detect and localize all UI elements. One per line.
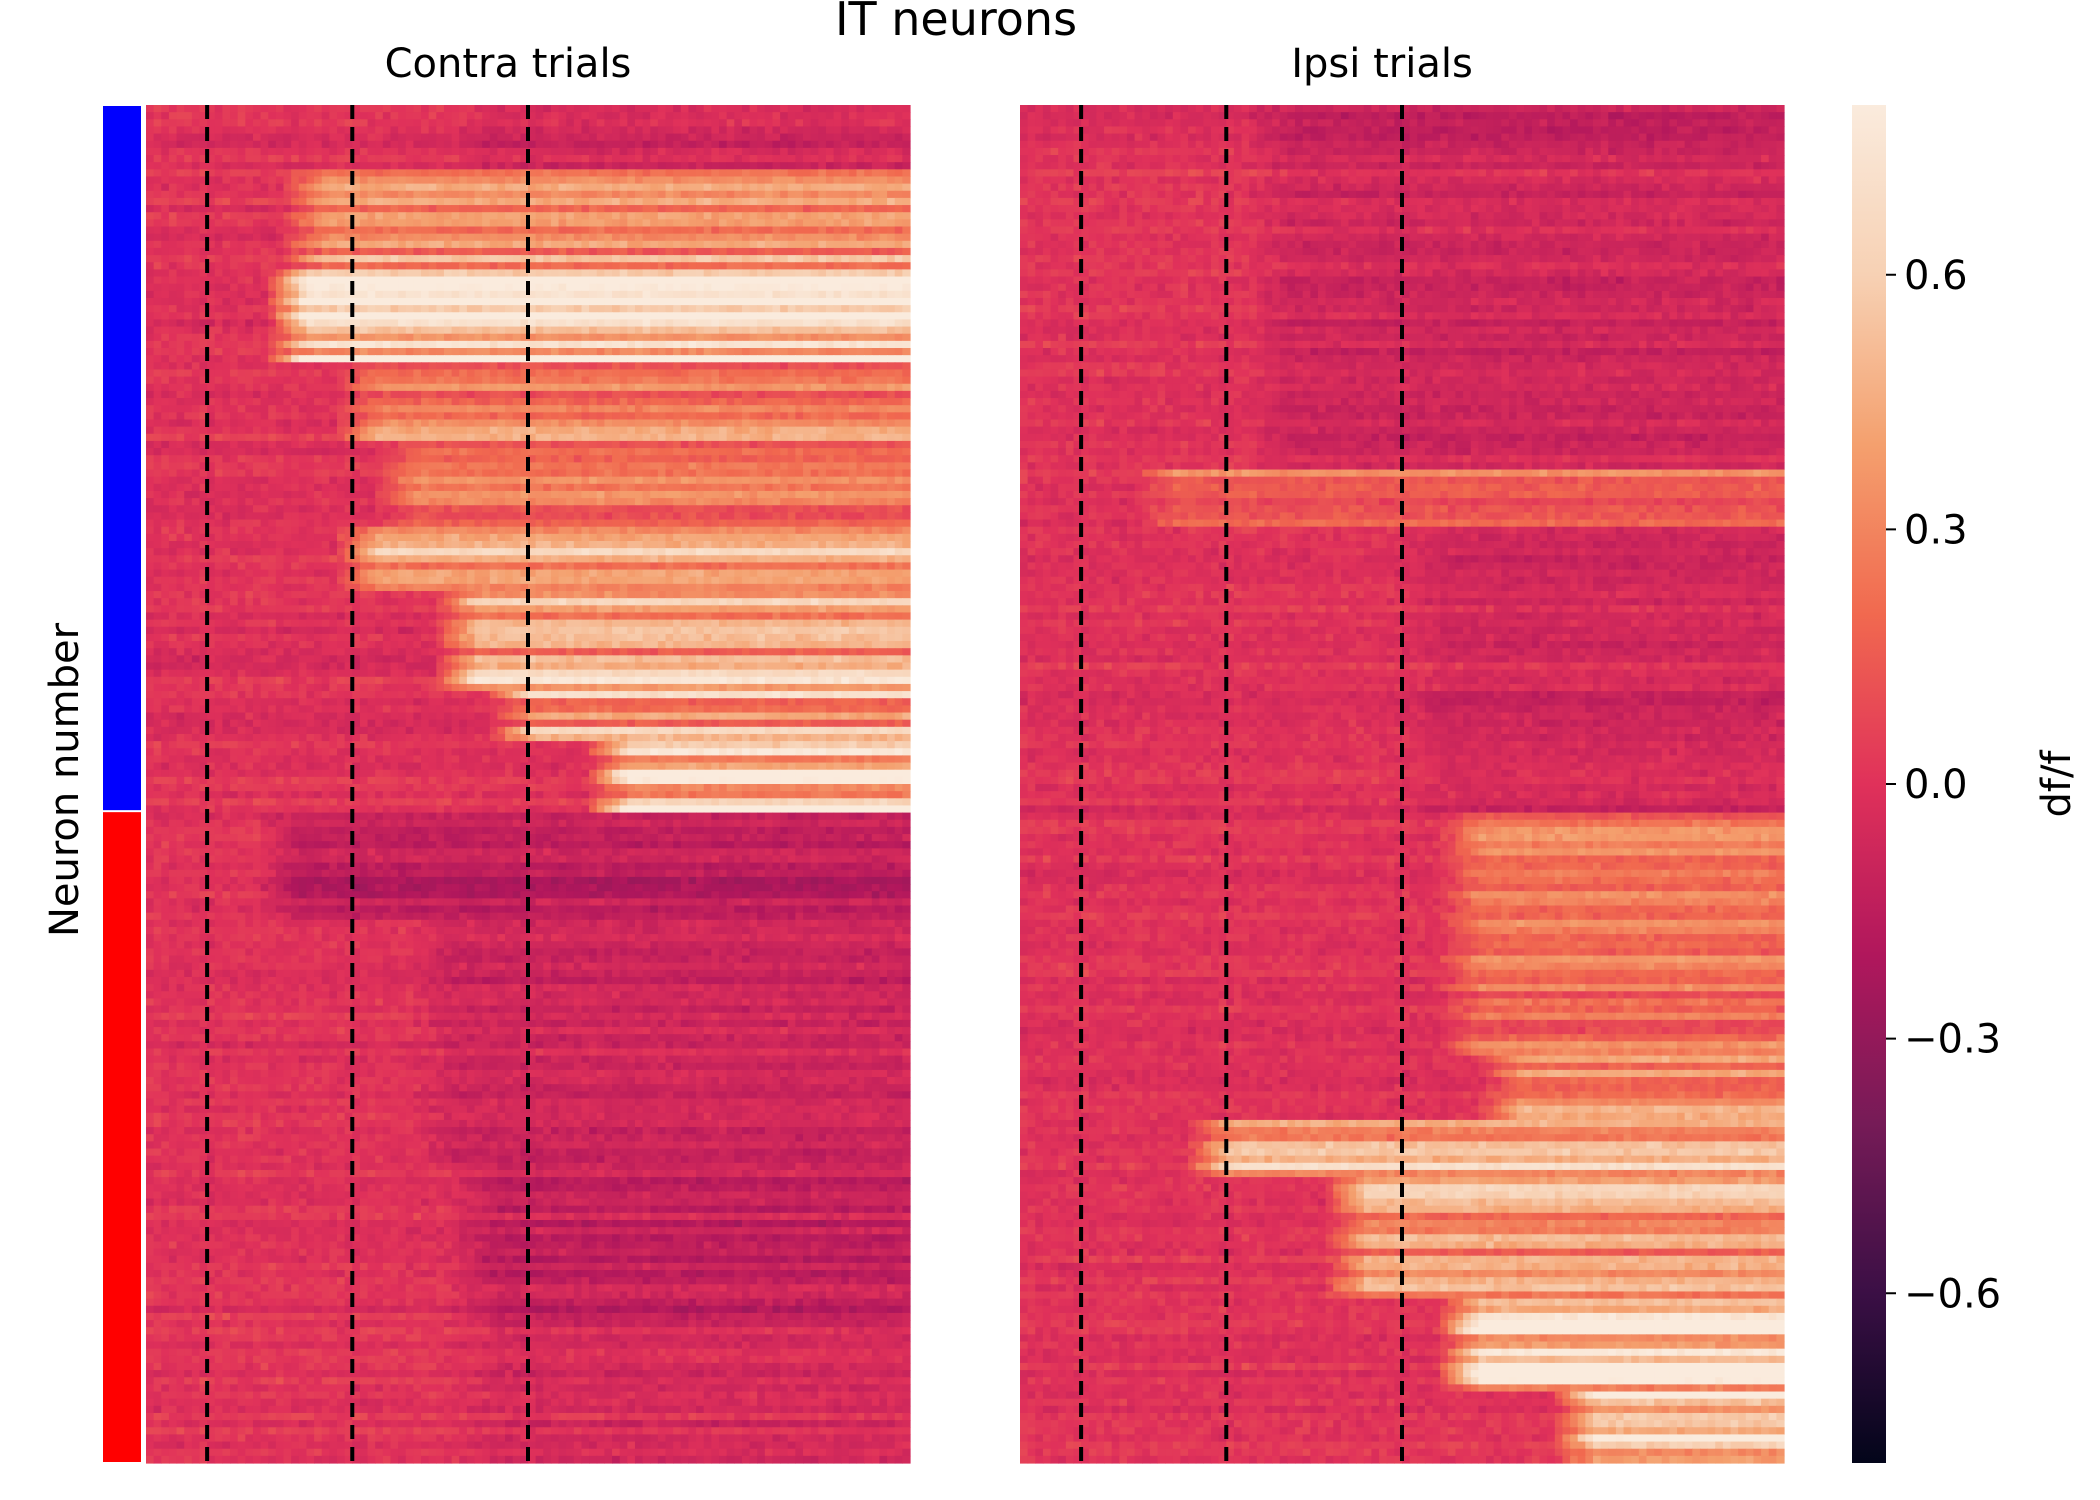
panel-title-contra: Contra trials [385,41,632,87]
figure-title: IT neurons [835,0,1077,46]
colorbar-ticks: 0.6 0.3 0.0 −0.3 −0.6 [1886,253,2001,1317]
heatmap-contra-trials [146,105,911,1464]
colorbar-tick-label: −0.3 [1904,1017,2001,1063]
neuron-group-bars [103,106,141,1462]
colorbar-tick-label: 0.3 [1904,507,1968,553]
neuron-group-bar [103,812,141,1462]
panel-title-ipsi: Ipsi trials [1291,41,1473,87]
colorbar-tick-label: 0.0 [1904,762,1968,808]
colorbar-tick-label: −0.6 [1904,1271,2001,1317]
heatmap-ipsi-trials [1020,105,1785,1464]
neuron-group-bar [103,106,141,811]
y-axis-label: Neuron number [42,622,88,937]
colorbar-tick-label: 0.6 [1904,253,1968,299]
colorbar [1852,105,1886,1463]
colorbar-label: df/f [2034,750,2080,818]
